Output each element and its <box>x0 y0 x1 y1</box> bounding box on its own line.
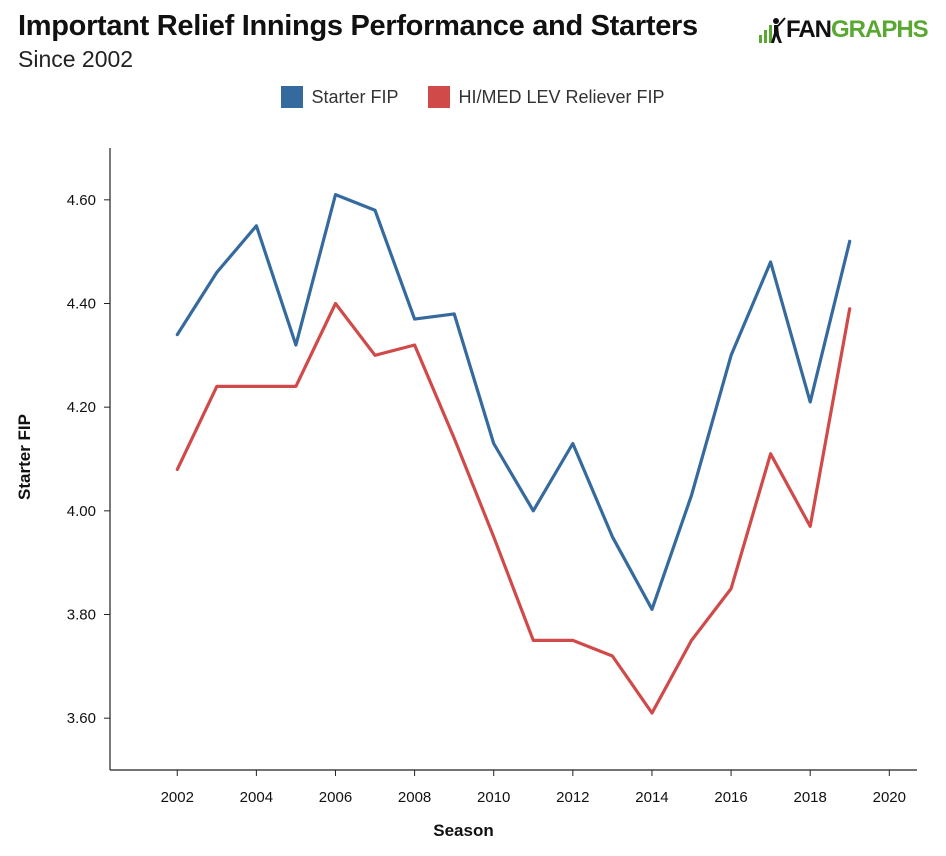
series-line-starter-fip <box>175 193 852 611</box>
logo-text-fan: FAN <box>786 16 832 43</box>
legend-item-reliever[interactable]: HI/MED LEV Reliever FIP <box>428 86 665 108</box>
fangraphs-logo: FANGRAPHS <box>758 14 929 46</box>
logo-text-graphs: GRAPHS <box>831 16 929 43</box>
x-tick-label: 2016 <box>714 789 747 806</box>
legend-label-starter: Starter FIP <box>311 86 399 107</box>
legend-swatch-reliever <box>428 86 451 108</box>
legend-label-reliever: HI/MED LEV Reliever FIP <box>458 86 665 107</box>
y-tick-label: 4.20 <box>67 399 96 416</box>
x-tick-label: 2014 <box>635 789 668 806</box>
y-tick-label: 3.80 <box>67 607 96 624</box>
x-tick-label: 2018 <box>794 789 827 806</box>
chart-legend: Starter FIP HI/MED LEV Reliever FIP <box>0 86 946 108</box>
y-tick-label: 3.60 <box>67 710 96 727</box>
legend-swatch-starter <box>281 86 304 108</box>
x-tick-label: 2008 <box>398 789 431 806</box>
x-axis-title: Season <box>433 821 493 840</box>
y-tick-label: 4.40 <box>67 296 96 313</box>
series-line-reliever-fip <box>175 301 852 715</box>
legend-item-starter[interactable]: Starter FIP <box>281 86 398 108</box>
y-axis-title: Starter FIP <box>15 414 34 500</box>
x-tick-label: 2010 <box>477 789 510 806</box>
x-tick-label: 2002 <box>161 789 194 806</box>
fangraphs-logo-icon <box>759 17 786 43</box>
chart-title: Important Relief Innings Performance and… <box>18 10 698 42</box>
y-tick-label: 4.00 <box>67 503 96 520</box>
y-tick-label: 4.60 <box>67 192 96 209</box>
chart-subtitle: Since 2002 <box>18 46 134 72</box>
x-tick-label: 2006 <box>319 789 352 806</box>
x-tick-label: 2012 <box>556 789 589 806</box>
x-tick-label: 2004 <box>240 789 273 806</box>
x-tick-label: 2020 <box>873 789 906 806</box>
